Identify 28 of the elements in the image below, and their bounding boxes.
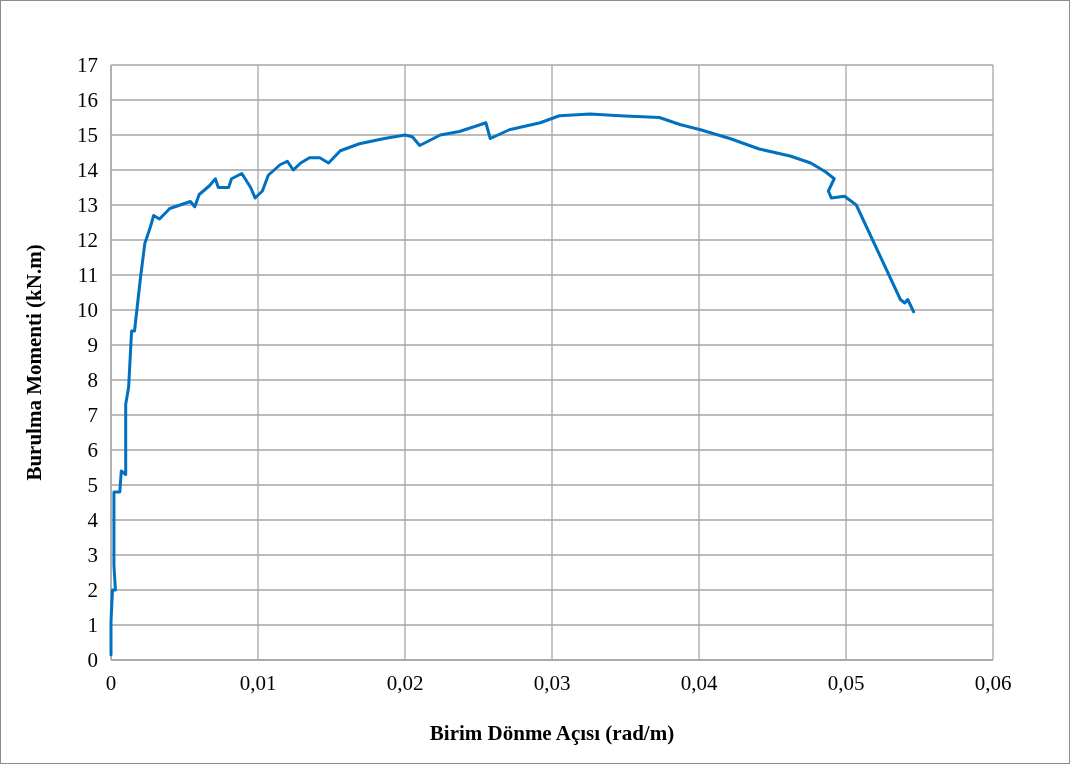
y-tick-label: 3 [87, 543, 98, 568]
y-tick-label: 14 [77, 158, 99, 183]
y-tick-label: 6 [87, 438, 98, 463]
y-tick-label: 11 [77, 263, 98, 288]
y-tick-label: 1 [87, 613, 98, 638]
y-tick-label: 0 [87, 648, 98, 673]
x-tick-label: 0 [105, 671, 117, 695]
y-axis-title: Burulma Momenti (kN.m) [22, 244, 46, 481]
x-tick-label: 0,05 [827, 671, 865, 695]
y-tick-label: 8 [87, 368, 98, 393]
y-tick-label: 2 [87, 578, 98, 603]
y-tick-label: 7 [87, 403, 98, 428]
y-tick-label: 17 [77, 53, 98, 78]
x-tick-label: 0,01 [239, 671, 277, 695]
y-tick-label: 13 [77, 193, 98, 218]
y-tick-label: 15 [77, 123, 98, 148]
line-series [109, 112, 916, 657]
x-tick-label: 0,03 [533, 671, 571, 695]
y-tick-label: 16 [77, 88, 98, 113]
x-tick-label: 0,02 [386, 671, 424, 695]
y-tick-label: 12 [77, 228, 98, 253]
y-tick-label: 5 [87, 473, 98, 498]
y-tick-label: 9 [87, 333, 98, 358]
y-tick-label: 10 [77, 298, 98, 323]
x-axis-title: Birim Dönme Açısı (rad/m) [429, 721, 675, 745]
y-tick-label: 4 [87, 508, 99, 533]
x-tick-label: 0,06 [974, 671, 1012, 695]
x-tick-label: 0,04 [680, 671, 718, 695]
